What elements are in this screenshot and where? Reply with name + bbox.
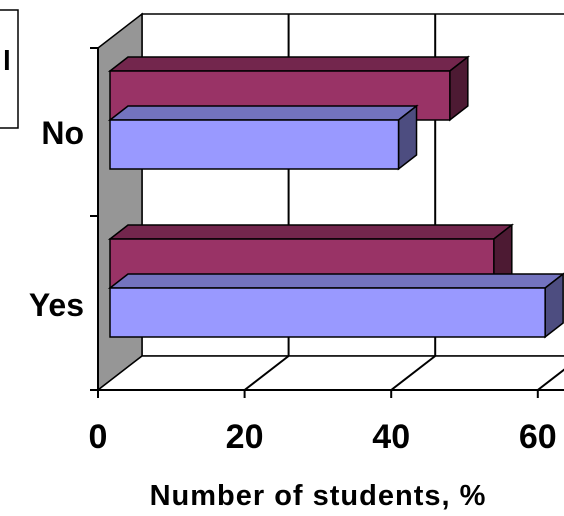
labels: No Yes 0 20 40 60 (29, 115, 557, 456)
x-tick-label-0: 0 (89, 418, 108, 456)
floor (95, 355, 564, 391)
x-tick-label-40: 40 (372, 418, 410, 456)
legend-text: l (3, 45, 11, 76)
floor-gridline-60 (537, 368, 564, 391)
bars (107, 55, 564, 339)
x-tick-label-60: 60 (519, 418, 557, 456)
x-axis-title: Number of students, % (150, 480, 487, 512)
bar-top-face (107, 224, 515, 240)
bar-yes-series-2 (107, 272, 564, 339)
category-label-no: No (41, 115, 84, 151)
bar-no-series-2 (107, 104, 419, 171)
bar-front-face (109, 287, 546, 338)
floor-gridline-20 (243, 355, 290, 391)
floor-gridline-40 (390, 355, 436, 391)
x-tick-label-20: 20 (226, 418, 264, 456)
legend-box (0, 9, 19, 129)
bar-top-face (107, 273, 564, 289)
bar-top-face (107, 105, 419, 121)
axes (90, 47, 564, 398)
bar-front-face (109, 119, 400, 170)
category-label-yes: Yes (29, 287, 84, 323)
bar-top-face (107, 56, 471, 72)
